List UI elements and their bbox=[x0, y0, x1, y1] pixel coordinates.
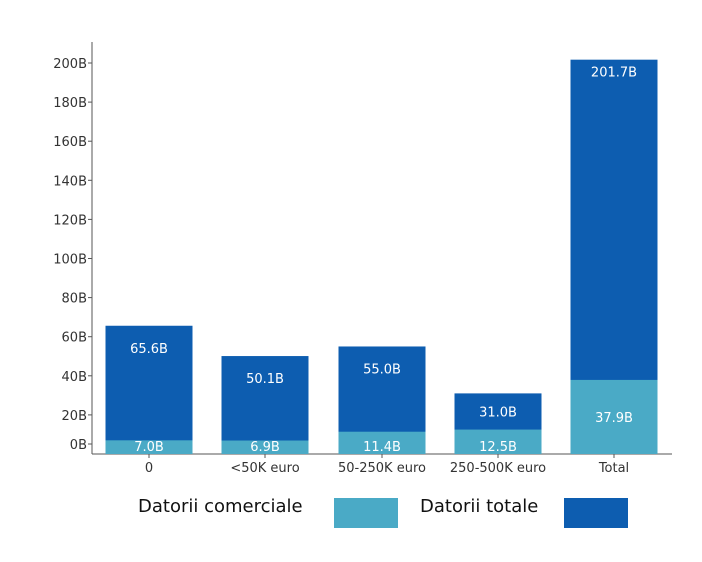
bar-commercial bbox=[221, 440, 309, 454]
data-label-total: 201.7B bbox=[591, 66, 637, 81]
bar-total bbox=[105, 325, 193, 454]
legend-swatch-commercial bbox=[334, 498, 398, 528]
data-label-total: 50.1B bbox=[246, 372, 284, 387]
legend-label-total: Datorii totale bbox=[420, 496, 539, 517]
x-tick-label: <50K euro bbox=[230, 461, 299, 476]
bar-commercial bbox=[454, 429, 542, 454]
axes: 0B 20B 40B 60B 80B 100B 120B 140B 160B 180B 200B 0 <… bbox=[53, 42, 672, 476]
data-label-commercial: 11.4B bbox=[363, 440, 401, 455]
bar-commercial bbox=[338, 431, 426, 454]
bar-total bbox=[221, 356, 309, 454]
y-tick-label: 0B bbox=[70, 438, 87, 453]
legend: Datorii comerciale Datorii totale bbox=[0, 492, 702, 532]
y-tick-label: 180B bbox=[53, 96, 87, 111]
bars bbox=[105, 59, 658, 454]
x-tick-label: 50-250K euro bbox=[338, 461, 426, 476]
x-tick-label: 0 bbox=[145, 461, 153, 476]
y-tick-label: 100B bbox=[53, 253, 87, 268]
y-tick-label: 20B bbox=[62, 409, 87, 424]
legend-label-commercial: Datorii comerciale bbox=[138, 496, 303, 517]
y-tick-label: 60B bbox=[62, 331, 87, 346]
y-tick-label: 120B bbox=[53, 213, 87, 228]
data-label-commercial: 37.9B bbox=[595, 411, 633, 426]
labels: 65.6B 7.0B 50.1B 6.9B 55.0B 11.4B 31.0B 12.5B 20… bbox=[130, 66, 637, 455]
x-tick-label: Total bbox=[598, 461, 629, 476]
x-tick-label: 250-500K euro bbox=[450, 461, 546, 476]
bar-commercial bbox=[570, 379, 658, 454]
y-tick-label: 40B bbox=[62, 370, 87, 385]
data-label-commercial: 7.0B bbox=[134, 440, 164, 455]
y-tick-label: 200B bbox=[53, 57, 87, 72]
data-label-commercial: 12.5B bbox=[479, 440, 517, 455]
y-tick-label: 80B bbox=[62, 292, 87, 307]
legend-swatch-total bbox=[564, 498, 628, 528]
bar-chart: 0B 20B 40B 60B 80B 100B 120B 140B 160B 180B 200B 0 <… bbox=[53, 42, 672, 476]
y-tick-label: 160B bbox=[53, 135, 87, 150]
y-tick-label: 140B bbox=[53, 174, 87, 189]
data-label-total: 55.0B bbox=[363, 362, 401, 377]
data-label-total: 31.0B bbox=[479, 405, 517, 420]
data-label-total: 65.6B bbox=[130, 342, 168, 357]
bar-commercial bbox=[105, 440, 193, 454]
data-label-commercial: 6.9B bbox=[250, 440, 280, 455]
